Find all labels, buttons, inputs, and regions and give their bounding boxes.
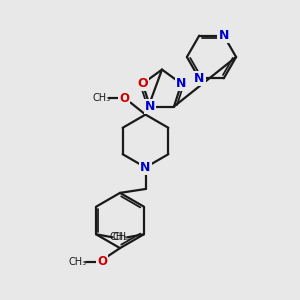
Text: CH₃: CH₃ (92, 93, 110, 103)
Text: O: O (119, 92, 129, 105)
Text: N: N (140, 161, 151, 174)
Text: N: N (145, 100, 155, 113)
Text: O: O (97, 255, 107, 268)
Text: N: N (219, 29, 229, 42)
Text: N: N (194, 72, 204, 85)
Text: O: O (137, 77, 148, 90)
Text: CH₃: CH₃ (109, 232, 128, 242)
Text: N: N (176, 77, 187, 90)
Text: CH₃: CH₃ (68, 256, 86, 267)
Text: CH₃: CH₃ (112, 232, 131, 242)
